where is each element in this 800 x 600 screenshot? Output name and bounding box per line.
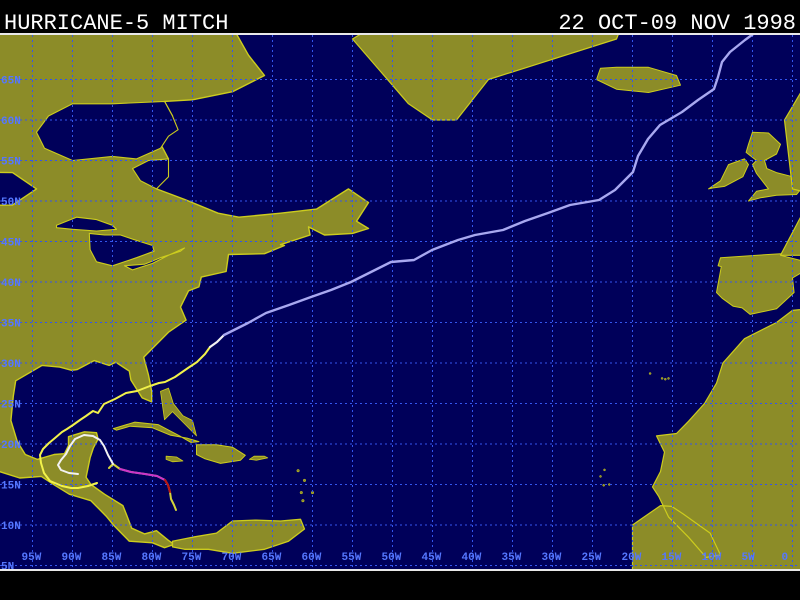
svg-text:70W: 70W	[222, 552, 242, 564]
svg-text:25N: 25N	[1, 400, 21, 412]
svg-text:60N: 60N	[1, 116, 21, 128]
svg-text:40W: 40W	[462, 552, 482, 564]
svg-text:30W: 30W	[542, 552, 562, 564]
svg-text:55N: 55N	[1, 157, 21, 169]
svg-text:10W: 10W	[702, 552, 722, 564]
svg-text:10N: 10N	[1, 521, 21, 533]
svg-text:95W: 95W	[22, 552, 42, 564]
svg-text:30N: 30N	[1, 359, 21, 371]
svg-text:45N: 45N	[1, 238, 21, 250]
svg-text:5N: 5N	[1, 562, 14, 570]
svg-text:35W: 35W	[502, 552, 522, 564]
svg-text:55W: 55W	[342, 552, 362, 564]
svg-text:85W: 85W	[102, 552, 122, 564]
svg-text:75W: 75W	[182, 552, 202, 564]
svg-text:90W: 90W	[62, 552, 82, 564]
svg-text:50N: 50N	[1, 197, 21, 209]
svg-text:80W: 80W	[142, 552, 162, 564]
svg-text:25W: 25W	[582, 552, 602, 564]
svg-text:5W: 5W	[742, 552, 756, 564]
svg-text:40N: 40N	[1, 278, 21, 290]
svg-text:45W: 45W	[422, 552, 442, 564]
svg-text:65W: 65W	[262, 552, 282, 564]
svg-text:20W: 20W	[622, 552, 642, 564]
svg-text:65N: 65N	[1, 76, 21, 88]
svg-text:50W: 50W	[382, 552, 402, 564]
svg-text:15N: 15N	[1, 481, 21, 493]
svg-text:20N: 20N	[1, 440, 21, 452]
svg-text:0: 0	[782, 552, 789, 564]
svg-text:15W: 15W	[662, 552, 682, 564]
svg-text:60W: 60W	[302, 552, 322, 564]
svg-text:35N: 35N	[1, 319, 21, 331]
